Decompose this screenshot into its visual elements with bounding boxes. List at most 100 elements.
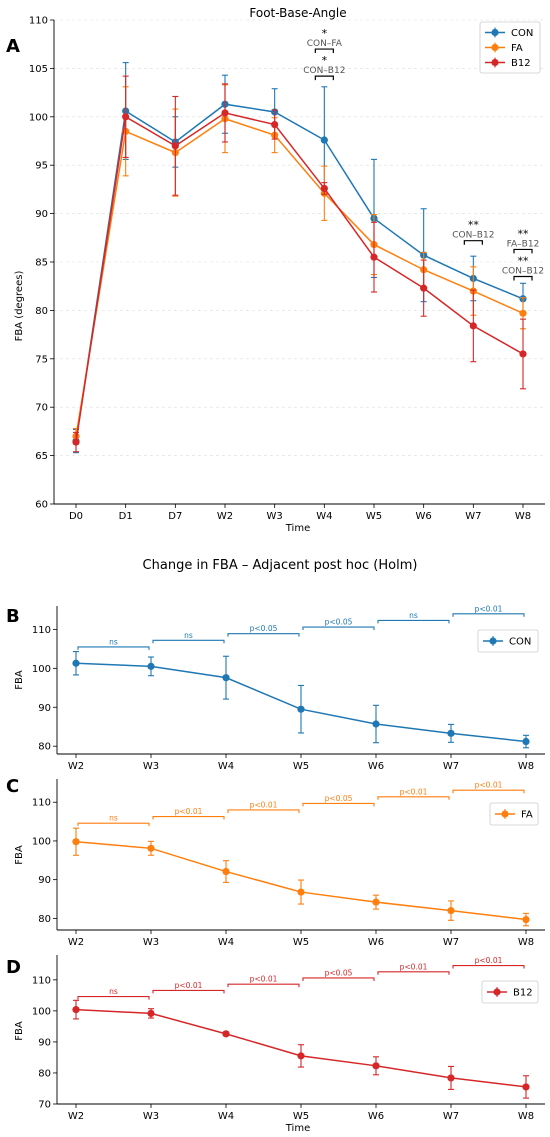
- chart-d-xtick-label: W2: [68, 1111, 84, 1122]
- chart-d-series-b12-point: [147, 1009, 155, 1017]
- chart-d-comparison-bracket: [227, 983, 300, 988]
- chart-b-xtick-label: W5: [293, 761, 309, 772]
- chart-a-xtick-label: D1: [119, 511, 133, 522]
- chart-d-comparison-bracket: [302, 977, 375, 981]
- chart-a-sig-label: CON–B12: [452, 231, 494, 241]
- chart-d-comparison-label: p<0.01: [250, 975, 278, 984]
- chart-b-series-con-point: [72, 659, 80, 667]
- chart-c-plot: 80 90 100 110 W2 W3 W4 W5 W6 W7 W8 ns p<0.01 p<0.01 p<…: [32, 779, 545, 948]
- chart-c-comparison-label: p<0.01: [475, 781, 503, 790]
- chart-a-series-b12-line: [75, 112, 524, 443]
- chart-a-series-con-line: [75, 103, 524, 442]
- chart-a-ytick-label: 85: [35, 258, 48, 269]
- chart-c-xtick-label: W5: [293, 937, 309, 948]
- chart-a-sig-bracket: [314, 75, 334, 81]
- chart-c-series-fa-point: [297, 888, 305, 896]
- chart-d-legend-marker: [493, 988, 501, 996]
- panel-letter-b: B: [6, 606, 20, 627]
- chart-c-xtick-label: W3: [143, 937, 159, 948]
- chart-d-comparison-bracket: [452, 965, 525, 969]
- chart-d-xtick-label: W3: [143, 1111, 159, 1122]
- chart-a-ytick-label: 95: [35, 161, 48, 172]
- chart-d-comparison-label: p<0.01: [175, 981, 203, 990]
- chart-b-xtick-label: W7: [443, 761, 459, 772]
- chart-a-legend-label: FA: [511, 43, 523, 54]
- chart-d-series-b12-point: [222, 1030, 230, 1038]
- chart-c-xtick-label: W8: [518, 937, 534, 948]
- chart-a-sig-stars: **: [518, 255, 530, 268]
- chart-c-ytick-label: 110: [32, 798, 51, 809]
- chart-b-ytick-label: 80: [38, 742, 51, 753]
- chart-a-legend-marker: [491, 43, 499, 52]
- chart-d-ylabel: FBA: [14, 1021, 25, 1041]
- chart-b-plot: 80 90 100 110 W2 W3 W4 W5 W6 W7 W8 ns ns p<0.05 p<0.05…: [32, 604, 545, 772]
- chart-b-ytick-label: 90: [38, 703, 51, 714]
- chart-a-xtick-label: D7: [168, 511, 182, 522]
- chart-c-comparison-bracket: [77, 822, 150, 827]
- chart-b-comparison-bracket: [77, 646, 150, 650]
- chart-d-comparison-label: p<0.01: [400, 962, 428, 971]
- chart-a-sig-stars: **: [518, 227, 530, 240]
- chart-b-xtick-label: W6: [368, 761, 384, 772]
- chart-b-ytick-label: 110: [32, 625, 51, 636]
- chart-d-ytick-label: 90: [38, 1037, 51, 1048]
- chart-a-series-b12-point: [469, 322, 477, 330]
- chart-b-legend-marker: [489, 637, 497, 645]
- chart-b-comparison-bracket: [302, 626, 375, 631]
- chart-a-plot: 60 65 70 75 80 85 90 95 100 105 110 D0 D1 D7 W2 W3 W4 W5 W…: [29, 16, 545, 522]
- chart-a-series-b12-point: [420, 284, 428, 292]
- chart-d-ytick-label: 110: [32, 975, 51, 986]
- chart-a-series-b12-point: [171, 142, 179, 150]
- chart-d-ytick-label: 80: [38, 1068, 51, 1079]
- chart-d-ytick-label: 100: [32, 1006, 51, 1017]
- chart-a-ytick-label: 75: [35, 354, 48, 365]
- chart-d-comparison-label: ns: [109, 987, 118, 996]
- panel-letter-c: C: [6, 776, 19, 797]
- chart-c-series-fa-point: [222, 867, 230, 876]
- chart-c-comparison-label: p<0.05: [325, 794, 353, 803]
- chart-d-comparison-label: p<0.01: [475, 956, 503, 965]
- chart-d-xtick-label: W6: [368, 1111, 384, 1122]
- chart-c-ytick-label: 90: [38, 875, 51, 886]
- chart-c-comparison-bracket: [452, 789, 525, 794]
- chart-c-ytick-label: 80: [38, 914, 51, 925]
- chart-a-xtick-label: W6: [416, 511, 432, 522]
- chart-c-comparison-bracket: [377, 796, 450, 800]
- chart-a-series-b12-point: [519, 350, 527, 358]
- chart-c-series-fa-point: [447, 907, 455, 915]
- chart-c-xtick-label: W6: [368, 937, 384, 948]
- chart-a-series-b12-point: [122, 113, 130, 121]
- chart-a-legend-marker: [491, 58, 499, 67]
- chart-d-ytick-label: 70: [38, 1100, 51, 1111]
- chart-a-ytick-label: 90: [35, 209, 48, 220]
- chart-b-xtick-label: W2: [68, 761, 84, 772]
- chart-a-series-b12-point: [320, 184, 328, 193]
- chart-a-sig-bracket: [513, 248, 533, 254]
- chart-c-series-fa-point: [522, 915, 530, 924]
- chart-c-xtick-label: W4: [218, 937, 234, 948]
- chart-c-xtick-label: W7: [443, 937, 459, 948]
- chart-a-sig-bracket: [314, 48, 334, 54]
- chart-b-xtick-label: W3: [143, 761, 159, 772]
- chart-d-comparison-label: p<0.05: [325, 968, 353, 977]
- chart-a-sig-stars: *: [322, 54, 328, 67]
- chart-b-comparison-label: ns: [409, 611, 418, 620]
- chart-d-legend-label: B12: [513, 988, 533, 999]
- chart-c-series-fa-point: [147, 844, 155, 852]
- chart-a-sig-stars: *: [322, 27, 328, 40]
- chart-c-ytick-label: 100: [32, 836, 51, 847]
- chart-d-comparison-bracket: [152, 989, 225, 994]
- chart-d-comparison-bracket: [77, 996, 150, 1000]
- chart-a-xlabel: Time: [285, 523, 310, 534]
- chart-a-xtick-label: W5: [366, 511, 382, 522]
- chart-b-comparison-bracket: [152, 639, 225, 644]
- chart-b-xtick-label: W4: [218, 761, 234, 772]
- chart-d-series-b12-point: [72, 1006, 80, 1014]
- chart-a-sig-bracket: [513, 275, 533, 281]
- chart-c-xtick-label: W2: [68, 937, 84, 948]
- chart-a-sig-label: FA–B12: [507, 239, 540, 249]
- chart-d-xtick-label: W5: [293, 1111, 309, 1122]
- chart-a-ytick-label: 80: [35, 306, 48, 317]
- chart-d-series-b12-point: [297, 1052, 305, 1060]
- chart-d-plot: 70 80 90 100 110 W2 W3 W4 W5 W6 W7 W8 ns p<0.01 p<0.01…: [32, 955, 545, 1122]
